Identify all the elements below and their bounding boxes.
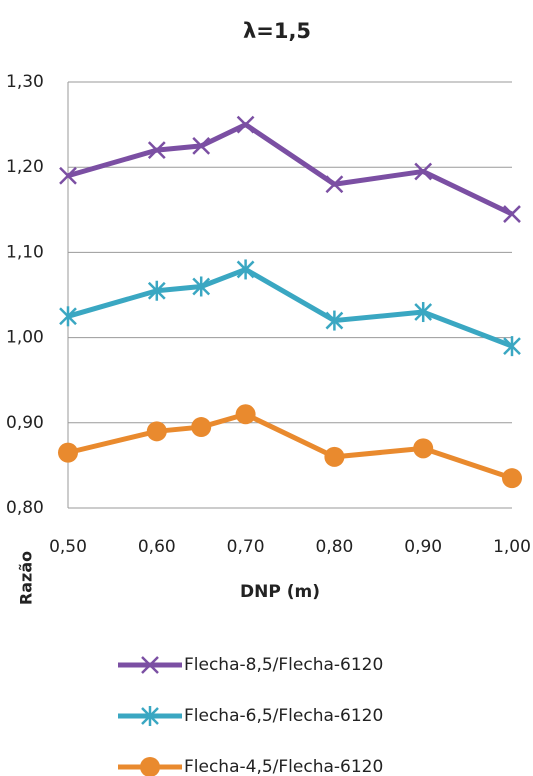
data-point-stroke [236,115,255,134]
data-point [414,162,433,181]
legend-marker [141,706,159,726]
y-tick-label: 0,90 [6,413,44,433]
legend-marker [141,656,159,674]
y-tick-label: 1,10 [6,242,44,262]
data-point [235,404,256,425]
data-point [191,417,212,438]
data-point [236,259,255,280]
data-point [192,276,211,297]
y-tick-label: 0,80 [6,498,44,518]
legend-label: Flecha-6,5/Flecha-6120 [184,706,383,726]
data-point-stroke [59,166,77,185]
data-point-stroke [325,175,344,194]
data-point-dot [235,404,256,425]
data-point [325,310,344,331]
x-tick-label: 1,00 [493,537,531,557]
data-point [147,280,166,301]
data-point-dot [324,446,345,467]
x-tick-label: 0,60 [138,537,176,557]
data-point-dot [502,468,522,489]
data-point [325,175,344,194]
data-point [502,468,522,489]
data-point-dot [146,421,167,442]
data-point [236,115,255,134]
data-point-dot [58,442,78,463]
data-point [503,205,521,223]
series-line [67,122,514,217]
data-point [414,302,433,323]
series-line [67,411,513,481]
data-point [59,306,77,327]
data-point [324,446,345,467]
y-tick-label: 1,20 [6,157,44,177]
data-point-stroke [503,205,521,223]
data-point [413,438,434,459]
data-point-stroke [147,141,166,160]
data-point-dot [191,417,212,438]
data-point [146,421,167,442]
legend-label: Flecha-4,5/Flecha-6120 [184,757,383,776]
x-axis-label: DNP (m) [240,582,320,602]
data-point [503,336,521,357]
y-axis-label: Razão [17,551,36,605]
y-tick-label: 1,00 [6,328,44,348]
y-tick-label: 1,30 [6,72,44,92]
data-point [147,141,166,160]
chart-title: λ=1,5 [243,19,311,43]
data-point [192,137,211,155]
series-line [67,266,513,349]
x-tick-label: 0,50 [49,537,87,557]
data-point [58,442,78,463]
legend-marker [140,757,160,776]
data-point-dot [413,438,434,459]
data-point-stroke [414,162,433,181]
legend-marker-dot [140,757,160,776]
x-tick-label: 0,90 [404,537,442,557]
legend-marker-stroke [141,656,159,674]
x-tick-label: 0,80 [315,537,353,557]
x-tick-label: 0,70 [227,537,265,557]
data-point [59,166,77,185]
legend-label: Flecha-8,5/Flecha-6120 [184,655,383,675]
data-point-stroke [192,137,211,155]
